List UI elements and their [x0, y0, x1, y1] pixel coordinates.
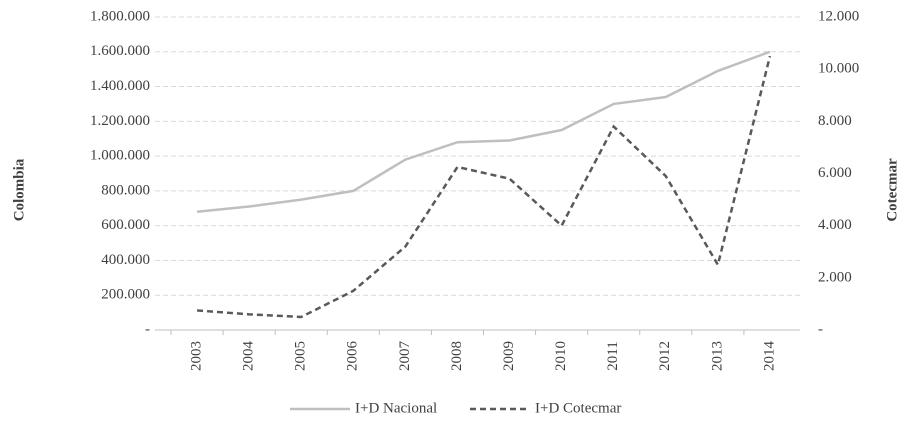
x-tick-label: 2014 [761, 341, 777, 372]
y-tick-label: 400.000 [101, 252, 150, 268]
x-tick-label: 2005 [293, 341, 309, 371]
y-tick-label: 1.600.000 [90, 43, 150, 59]
x-tick-label: 2003 [188, 341, 204, 371]
y-tick-label: 600.000 [101, 217, 150, 233]
legend-label: I+D Nacional [355, 400, 437, 416]
y2-tick-label: 2.000 [818, 269, 852, 285]
y-tick-label: 1.800.000 [90, 8, 150, 24]
y2-axis-label: Cotecmar [884, 158, 900, 222]
y2-tick-label: 6.000 [818, 165, 852, 181]
y-tick-label: - [145, 321, 150, 337]
x-tick-label: 2011 [605, 341, 621, 370]
x-tick-label: 2009 [501, 341, 517, 371]
x-tick-label: 2004 [241, 341, 257, 372]
y2-tick-label: 4.000 [818, 217, 852, 233]
legend-label: I+D Cotecmar [535, 400, 621, 416]
y-tick-label: 1.400.000 [90, 78, 150, 94]
y-tick-label: 200.000 [101, 287, 150, 303]
y2-tick-label: - [818, 321, 823, 337]
x-tick-label: 2010 [553, 341, 569, 371]
y-axis-label: Colombia [11, 158, 27, 221]
y-tick-label: 800.000 [101, 182, 150, 198]
y2-tick-label: 12.000 [818, 8, 859, 24]
series-line [196, 50, 771, 213]
series-line [196, 55, 772, 319]
y2-tick-label: 10.000 [818, 61, 859, 77]
x-tick-label: 2012 [657, 341, 673, 371]
y2-tick-label: 8.000 [818, 113, 852, 129]
y-tick-label: 1.000.000 [90, 148, 150, 164]
x-tick-label: 2006 [345, 341, 361, 372]
x-tick-label: 2013 [709, 341, 725, 371]
y-tick-label: 1.200.000 [90, 113, 150, 129]
x-tick-label: 2008 [449, 341, 465, 371]
x-tick-label: 2007 [397, 341, 413, 372]
